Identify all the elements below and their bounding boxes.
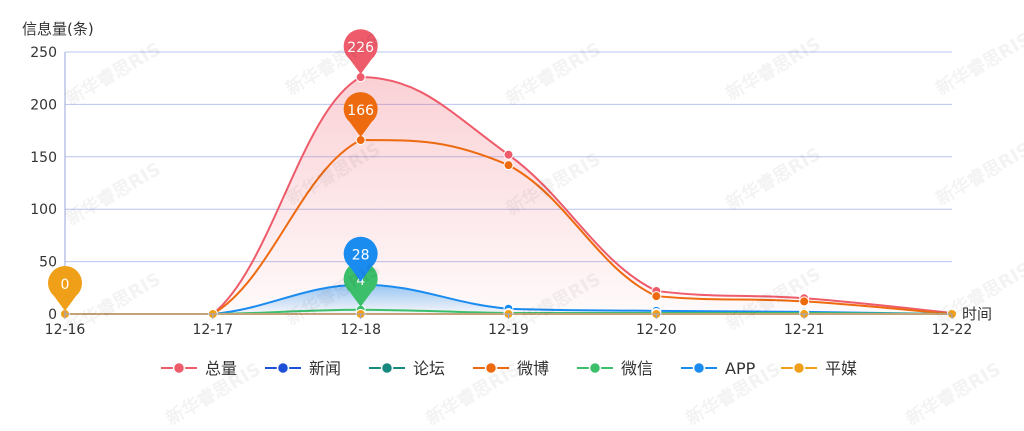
marker-label: 166: [347, 103, 374, 119]
y-tick-label: 0: [48, 307, 57, 323]
legend-swatch-dot: [692, 361, 706, 375]
x-tick-label: 12-22: [932, 322, 973, 338]
legend-item[interactable]: 微信: [577, 359, 653, 378]
legend-swatch-dot: [792, 361, 806, 375]
legend-swatch-dot: [172, 361, 186, 375]
value-marker: 0: [48, 266, 82, 311]
legend-label: APP: [725, 359, 756, 378]
legend-item[interactable]: 平媒: [781, 359, 857, 378]
y-tick-label: 50: [39, 255, 57, 271]
x-axis-title: 时间: [962, 305, 992, 323]
legend-label: 微信: [621, 359, 653, 378]
value-marker: 226: [343, 29, 378, 75]
x-tick-label: 12-21: [784, 322, 825, 338]
legend-swatch-dot: [588, 361, 602, 375]
marker-pin: [343, 29, 378, 75]
marker-label: 28: [352, 248, 370, 264]
y-tick-label: 200: [30, 97, 57, 113]
data-point[interactable]: [651, 291, 662, 302]
legend-swatch-dot: [484, 361, 498, 375]
legend-label: 总量: [205, 359, 237, 378]
legend-label: 微博: [517, 359, 549, 378]
marker-label: 0: [61, 277, 70, 293]
data-point[interactable]: [799, 296, 810, 307]
legend-item[interactable]: 新闻: [265, 359, 341, 378]
y-tick-label: 250: [30, 45, 57, 61]
y-axis-title: 信息量(条): [22, 20, 94, 38]
x-tick-label: 12-19: [488, 322, 529, 338]
marker-pin: [48, 266, 82, 311]
y-tick-label: 150: [30, 150, 57, 166]
legend-label: 论坛: [413, 359, 445, 378]
legend-item[interactable]: APP: [681, 359, 756, 378]
marker-pin: [343, 92, 378, 138]
marker-pin: [343, 236, 378, 282]
value-marker: 166: [343, 92, 378, 138]
y-tick-label: 100: [30, 202, 57, 218]
value-marker: 28: [343, 236, 378, 282]
marker-pin: [343, 261, 378, 307]
legend-item[interactable]: 微博: [473, 359, 549, 378]
value-markers: 2261664280: [48, 29, 378, 311]
series-area: [65, 77, 952, 314]
legend: 总量 新闻 论坛 微博 微信 APP 平媒: [161, 359, 857, 378]
legend-label: 新闻: [309, 359, 341, 378]
x-tick-label: 12-16: [45, 322, 86, 338]
data-point[interactable]: [503, 149, 514, 160]
area-fills: [65, 77, 952, 314]
marker-label: 226: [347, 40, 374, 56]
chart-container: 新华睿思RIS新华睿思RIS新华睿思RIS新华睿思RIS新华睿思RIS新华睿思R…: [22, 20, 1024, 430]
series-area: [65, 284, 952, 314]
x-tick-label: 12-17: [192, 322, 233, 338]
legend-label: 平媒: [825, 359, 857, 378]
legend-swatch-dot: [276, 361, 290, 375]
legend-item[interactable]: 总量: [161, 359, 237, 378]
legend-swatch-dot: [380, 361, 394, 375]
x-tick-label: 12-18: [340, 322, 381, 338]
data-point[interactable]: [503, 160, 514, 171]
x-tick-label: 12-20: [636, 322, 677, 338]
legend-item[interactable]: 论坛: [369, 359, 445, 378]
